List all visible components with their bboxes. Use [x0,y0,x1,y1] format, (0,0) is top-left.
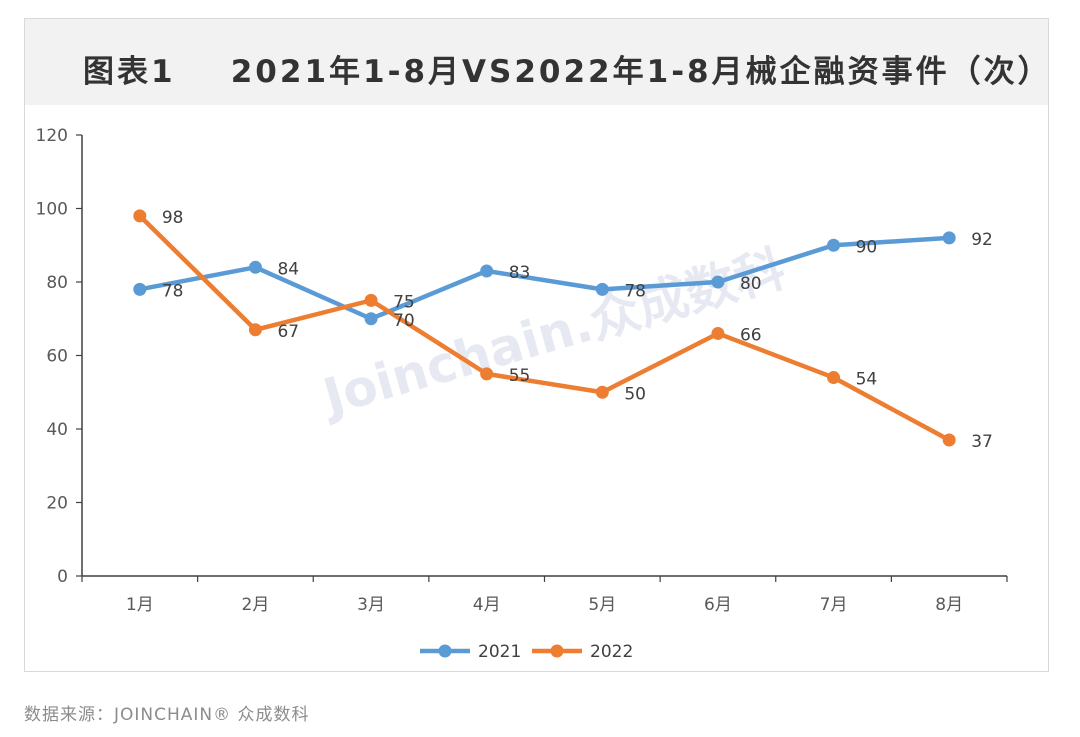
data-point-2021 [248,260,262,274]
data-point-2021 [711,275,725,289]
x-tick-label: 6月 [704,595,732,615]
data-label-2022: 55 [509,366,531,386]
x-tick-label: 2月 [242,595,270,615]
x-tick-label: 8月 [935,595,963,615]
legend-label-2021: 2021 [478,642,521,662]
data-point-2022 [364,293,378,307]
series-line-2022 [137,213,952,443]
data-label-2022: 50 [624,384,646,404]
x-tick-label: 5月 [588,595,616,615]
data-label-2022: 67 [277,322,299,342]
y-tick-label: 20 [46,494,68,514]
data-label-2021: 78 [624,281,646,301]
y-tick-label: 60 [46,347,68,367]
data-point-2021 [133,282,147,296]
data-label-2021: 84 [277,259,299,279]
x-tick-label: 7月 [820,595,848,615]
data-label-2022: 98 [162,208,184,228]
y-tick-label: 120 [36,126,68,146]
data-label-2021: 90 [856,237,878,257]
data-point-2022 [711,326,725,340]
data-source-note: 数据来源：JOINCHAIN® 众成数科 [24,705,310,725]
x-tick-label: 4月 [473,595,501,615]
data-label-2022: 66 [740,325,762,345]
legend-label-2022: 2022 [590,642,633,662]
data-label-2021: 78 [162,281,184,301]
data-point-2022 [595,385,609,399]
x-tick-label: 3月 [357,595,385,615]
data-point-2021 [942,231,956,245]
data-point-2021 [480,264,494,278]
data-label-2022: 37 [971,432,993,452]
data-point-2021 [364,312,378,326]
x-tick-label: 1月 [126,595,154,615]
legend-marker-2022 [550,644,564,658]
chart-title: 图表1 2021年1-8月VS2022年1-8月械企融资事件（次） [83,54,1052,90]
data-point-2022 [248,323,262,337]
chart-frame: 图表1 2021年1-8月VS2022年1-8月械企融资事件（次） [24,18,1049,672]
data-point-2022 [942,433,956,447]
y-tick-label: 40 [46,420,68,440]
data-label-2021: 92 [971,230,993,250]
y-tick-label: 0 [57,567,68,587]
data-label-2022: 75 [393,292,415,312]
title-bar: 图表1 2021年1-8月VS2022年1-8月械企融资事件（次） [25,19,1049,105]
y-tick-label: 100 [36,200,68,220]
data-point-2022 [827,371,841,385]
data-label-2021: 83 [509,263,531,283]
data-point-2022 [480,367,494,381]
data-point-2022 [133,209,147,223]
data-point-2021 [595,282,609,296]
data-label-2021: 80 [740,274,762,294]
legend-marker-2021 [438,644,452,658]
series-line-2021 [137,235,952,321]
y-tick-label: 80 [46,273,68,293]
data-label-2022: 54 [856,370,878,390]
data-point-2021 [827,238,841,252]
data-label-2021: 70 [393,311,415,331]
